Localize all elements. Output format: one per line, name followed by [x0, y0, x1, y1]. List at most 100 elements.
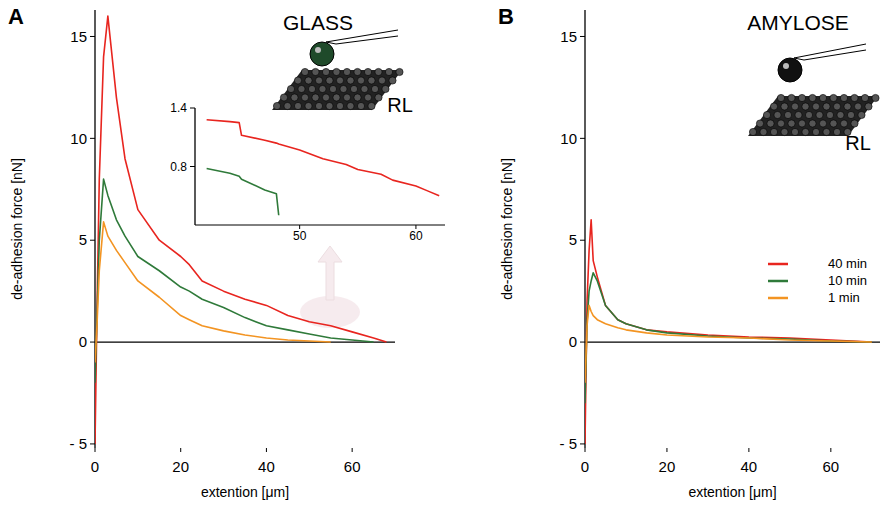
pointer-arrow	[318, 246, 342, 300]
bead	[865, 103, 872, 110]
bead	[812, 103, 819, 110]
cantilever	[326, 30, 398, 44]
y-tick	[90, 36, 95, 37]
bead	[305, 102, 312, 109]
y-tick	[580, 138, 585, 139]
surface	[748, 96, 878, 136]
y-tick-label: 15	[560, 28, 577, 45]
x-tick	[748, 448, 749, 452]
bead	[312, 94, 319, 101]
bead	[798, 94, 805, 101]
bead	[329, 85, 336, 92]
bead	[812, 128, 819, 135]
bead	[298, 85, 305, 92]
bead	[788, 120, 795, 127]
series-group	[95, 16, 386, 444]
bead	[371, 85, 378, 92]
sphere-highlight	[783, 63, 789, 69]
legend-swatch	[768, 297, 788, 300]
bead	[280, 94, 287, 101]
inset: 0.81.45060	[170, 101, 445, 243]
bead	[840, 120, 847, 127]
bead	[844, 103, 851, 110]
bead	[777, 94, 784, 101]
bead	[830, 120, 837, 127]
bead	[844, 128, 851, 135]
bead	[833, 128, 840, 135]
x-tick-label: 50	[293, 229, 307, 243]
bead	[763, 111, 770, 118]
bead	[819, 120, 826, 127]
surface-title: AMYLOSE	[747, 11, 849, 34]
bead	[861, 94, 868, 101]
legend: 40 min10 min1 min	[768, 256, 867, 305]
y-tick-label: 5	[569, 231, 577, 248]
inset-pointer	[300, 246, 360, 328]
x-tick-label: 40	[741, 458, 758, 475]
y-tick-label: 0	[79, 333, 87, 350]
sphere	[778, 58, 802, 82]
bead	[343, 94, 350, 101]
bead	[322, 94, 329, 101]
bead	[315, 77, 322, 84]
x-axis-title: extention [μm]	[201, 484, 289, 500]
bead	[319, 85, 326, 92]
bead	[315, 102, 322, 109]
bead	[312, 68, 319, 75]
x-tick	[180, 448, 181, 452]
bead	[347, 102, 354, 109]
bead	[798, 120, 805, 127]
bead	[756, 120, 763, 127]
y-tick	[90, 443, 95, 444]
x-tick	[352, 448, 353, 452]
y-tick	[580, 443, 585, 444]
bead	[375, 68, 382, 75]
y-tick-label: 15	[70, 28, 87, 45]
y-tick-label: - 5	[69, 435, 87, 452]
y-tick	[190, 108, 195, 109]
y-tick	[90, 342, 95, 343]
y-tick-label: 1.4	[170, 101, 187, 115]
highlight-blob	[300, 296, 360, 328]
x-axis	[195, 225, 445, 226]
y-tick	[90, 138, 95, 139]
bead	[378, 77, 385, 84]
bead	[273, 102, 280, 109]
x-tick	[830, 448, 831, 452]
y-tick	[190, 166, 195, 167]
x-tick	[585, 448, 586, 452]
series-line	[207, 168, 279, 215]
series-line	[95, 16, 386, 444]
series-line	[585, 305, 872, 382]
bead	[749, 128, 756, 135]
legend-swatch	[768, 263, 788, 266]
bead	[791, 128, 798, 135]
bead	[343, 68, 350, 75]
x-tick-label: 0	[581, 458, 589, 475]
bead	[802, 128, 809, 135]
y-axis-title: de-adhesion force [nN]	[499, 158, 515, 300]
y-tick-label: 5	[79, 231, 87, 248]
surface-title: GLASS	[283, 11, 353, 34]
bead	[357, 77, 364, 84]
bead	[837, 111, 844, 118]
schematic	[748, 44, 879, 136]
bead	[389, 77, 396, 84]
bead	[805, 111, 812, 118]
bead	[770, 128, 777, 135]
panel: - 50510150204060extention [μm]de-adhesio…	[8, 4, 413, 500]
bead	[326, 77, 333, 84]
x-tick	[666, 448, 667, 452]
bead	[287, 85, 294, 92]
bead	[802, 103, 809, 110]
bead	[305, 77, 312, 84]
x-axis-title: extention [μm]	[688, 484, 776, 500]
bead	[347, 77, 354, 84]
bead	[851, 94, 858, 101]
bead	[336, 102, 343, 109]
y-tick-label: - 5	[559, 435, 577, 452]
x-tick-label: 20	[172, 458, 189, 475]
x-tick-label: 40	[258, 458, 275, 475]
figure: - 50510150204060extention [μm]de-adhesio…	[0, 0, 895, 511]
bead	[354, 94, 361, 101]
